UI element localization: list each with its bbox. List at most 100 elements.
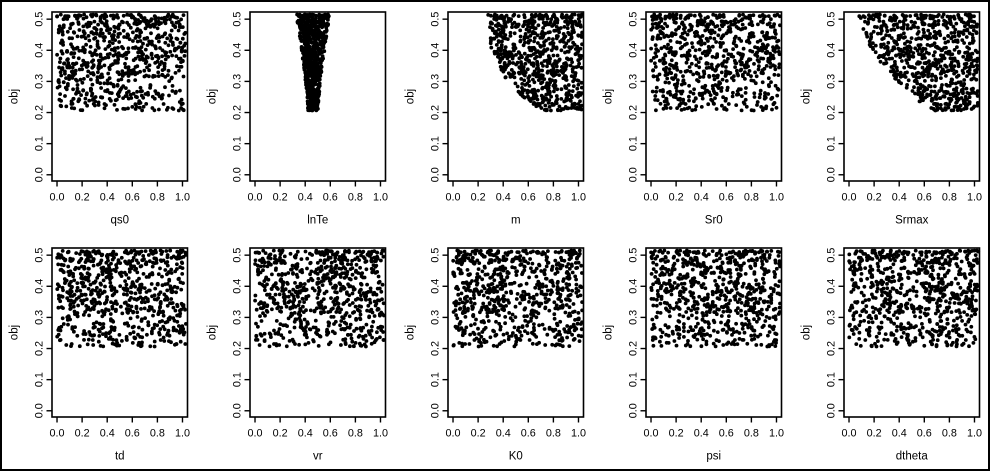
data-point [943, 63, 947, 68]
data-point [55, 14, 59, 19]
data-point [136, 332, 140, 337]
data-point [576, 102, 581, 106]
data-point [510, 22, 515, 26]
data-point [527, 45, 532, 50]
data-point [306, 26, 310, 31]
data-point [106, 44, 111, 49]
data-point [325, 264, 329, 268]
data-point [700, 51, 705, 56]
data-point [711, 101, 716, 106]
data-point [64, 76, 68, 80]
data-point [654, 108, 658, 113]
data-point [925, 65, 930, 69]
data-point [173, 25, 178, 30]
data-point [966, 22, 970, 27]
data-point [95, 80, 100, 84]
data-point [57, 283, 61, 288]
data-point [965, 27, 970, 32]
data-point [556, 107, 560, 112]
x-tick-label: 1.0 [571, 192, 586, 204]
data-point [653, 61, 657, 66]
data-point [541, 64, 545, 68]
data-point [272, 328, 276, 332]
data-point [921, 74, 925, 79]
data-point [124, 248, 128, 253]
data-point [654, 85, 659, 90]
data-point [162, 64, 167, 69]
data-point [724, 79, 729, 83]
data-point [955, 45, 959, 49]
data-point [90, 30, 94, 34]
data-point [882, 13, 887, 18]
data-point [882, 22, 886, 26]
data-point [687, 98, 691, 103]
x-axis-label: m [511, 215, 521, 227]
data-point [922, 30, 926, 35]
data-point [161, 258, 166, 262]
data-point [177, 24, 182, 29]
data-point [77, 67, 82, 72]
data-points [295, 12, 331, 113]
data-point [96, 46, 101, 50]
data-point [949, 80, 953, 85]
data-point [76, 303, 80, 307]
data-point [147, 68, 152, 73]
data-point [760, 68, 765, 73]
data-point [541, 26, 545, 30]
data-point [301, 14, 306, 19]
data-point [116, 26, 121, 31]
data-point [722, 22, 726, 27]
data-point [762, 46, 766, 50]
data-point [109, 324, 114, 329]
data-point [365, 282, 369, 286]
x-tick-label: 0.0 [446, 192, 461, 204]
y-tick-label: 0.1 [826, 136, 838, 151]
data-point [933, 84, 937, 89]
data-point [761, 106, 766, 111]
data-point [649, 58, 653, 63]
data-point [517, 90, 522, 95]
data-point [743, 97, 748, 102]
data-point [668, 39, 673, 43]
data-point [356, 334, 361, 339]
data-point [935, 102, 940, 107]
data-point [338, 322, 342, 327]
data-point [127, 37, 132, 42]
data-point [85, 91, 89, 96]
data-point [901, 26, 906, 31]
data-point [147, 304, 152, 309]
data-point [279, 332, 284, 337]
data-point [308, 106, 313, 110]
data-point [579, 80, 584, 85]
data-point [704, 36, 709, 41]
data-point [943, 106, 948, 110]
data-point [909, 19, 914, 24]
data-point [58, 70, 63, 75]
data-point [773, 13, 778, 18]
data-point [527, 58, 531, 63]
data-point [748, 57, 753, 62]
data-point [920, 49, 924, 54]
data-point [106, 55, 111, 60]
data-point [668, 15, 672, 20]
data-point [929, 98, 934, 103]
data-point [545, 22, 549, 27]
data-point [516, 50, 521, 55]
data-points [857, 12, 980, 113]
data-point [903, 35, 907, 39]
data-point [949, 77, 954, 82]
data-point [174, 36, 179, 41]
data-point [579, 103, 584, 108]
data-point [167, 333, 172, 338]
data-point [158, 304, 163, 309]
data-point [666, 34, 671, 39]
data-point [510, 74, 515, 78]
x-tick-label: 0.8 [150, 192, 165, 204]
data-point [103, 56, 108, 60]
data-point [369, 259, 374, 263]
data-point [258, 264, 263, 268]
data-point [56, 305, 61, 310]
data-point [308, 82, 313, 86]
data-point [967, 31, 972, 36]
data-point [96, 70, 100, 75]
